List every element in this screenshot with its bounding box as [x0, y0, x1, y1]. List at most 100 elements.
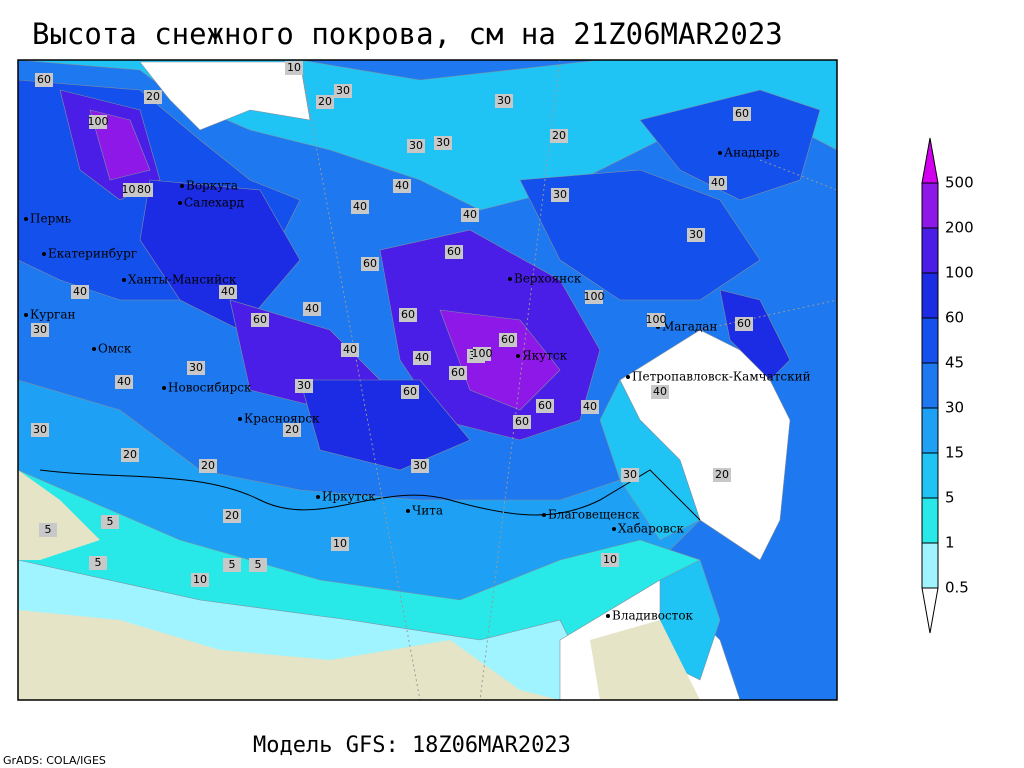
colorbar-segment: [921, 497, 939, 544]
label-box: [223, 509, 241, 523]
label-box: [621, 468, 639, 482]
colorbar-top: [921, 137, 939, 184]
label-box: [733, 107, 751, 121]
snow-depth-label: 60: [37, 73, 51, 86]
city-marker: [606, 614, 610, 618]
snow-depth-label: 20: [123, 448, 137, 461]
city-marker: [122, 278, 126, 282]
snow-depth-label: 20: [201, 459, 215, 472]
label-box: [115, 375, 133, 389]
label-box: [31, 323, 49, 337]
colorbar-segment: [921, 317, 939, 364]
graticule: [299, 60, 837, 700]
label-box: [445, 245, 463, 259]
city-marker: [162, 386, 166, 390]
label-box: [316, 95, 334, 109]
city-label: Хабаровск: [618, 522, 684, 536]
label-box: [585, 290, 603, 304]
city-label: Чита: [412, 504, 443, 518]
city-label: Курган: [30, 308, 75, 322]
snow-depth-label: 40: [343, 343, 357, 356]
label-box: [551, 188, 569, 202]
city-label: Владивосток: [612, 609, 694, 623]
city-marker: [406, 509, 410, 513]
snow-depth-label: 40: [463, 208, 477, 221]
snow-depth-label: 40: [353, 200, 367, 213]
bare-ground: [590, 620, 700, 700]
label-box: [687, 228, 705, 242]
colorbar-segment: [921, 452, 939, 499]
snow-depth-label: 60: [253, 313, 267, 326]
label-box: [187, 361, 205, 375]
snow-depth-label: 60: [515, 415, 529, 428]
label-box: [735, 317, 753, 331]
map: Воркута Салехард Пермь Екатеринбург Ханты-Ма…: [18, 60, 837, 700]
snow-depth-label: 20: [146, 90, 160, 103]
colorbar-label: 60: [945, 309, 964, 327]
snow-depth-label: 30: [33, 323, 47, 336]
snow-depth-label: 40: [221, 285, 235, 298]
colorbar-segment: [921, 272, 939, 319]
label-box: [35, 73, 53, 87]
snow-depth-label: 20: [715, 468, 729, 481]
snow-depth-label: 5: [229, 558, 236, 571]
snow-depth-label: 60: [735, 107, 749, 120]
snow-depth-label: 10: [333, 537, 347, 550]
snow-depth-label: 40: [305, 302, 319, 315]
snow-depth-label: 100: [584, 290, 605, 303]
snow-depth-label: 5: [255, 558, 262, 571]
label-box: [251, 313, 269, 327]
snow-depth-label: 30: [413, 459, 427, 472]
snow-depth-label: 20: [225, 509, 239, 522]
snow-depth-label: 40: [395, 179, 409, 192]
label-box: [249, 558, 267, 572]
snow-depth-label: 60: [447, 245, 461, 258]
label-box: [351, 200, 369, 214]
snow-depth-label: 60: [363, 257, 377, 270]
colorbar-segment: [921, 362, 939, 409]
label-box: [331, 537, 349, 551]
label-box: [581, 400, 599, 414]
snow-depth-label: 100: [88, 115, 109, 128]
colorbar-label: 200: [945, 219, 974, 237]
label-box: [341, 343, 359, 357]
city-label: Магадан: [662, 320, 717, 334]
label-box: [473, 347, 491, 361]
city-marker: [24, 217, 28, 221]
label-box: [536, 399, 554, 413]
label-box: [407, 139, 425, 153]
label-box: [713, 468, 731, 482]
snow-depth-label: 40: [117, 375, 131, 388]
label-box: [647, 313, 665, 327]
label-box: [709, 176, 727, 190]
label-box: [513, 415, 531, 429]
label-box: [223, 558, 241, 572]
snow-depth-label: 20: [285, 423, 299, 436]
colorbar-label: 100: [945, 264, 974, 282]
snow-region: [599, 379, 701, 541]
map-frame: [17, 59, 838, 701]
label-box: [285, 61, 303, 75]
city-marker: [42, 252, 46, 256]
snow-depth-label: 30: [409, 139, 423, 152]
colorbar-segment: [921, 542, 939, 589]
label-box: [191, 573, 209, 587]
city-label: Верхоянск: [514, 272, 582, 286]
label-box: [461, 208, 479, 222]
label-box: [334, 84, 352, 98]
label-box: [601, 553, 619, 567]
label-box: [495, 94, 513, 108]
label-box: [121, 448, 139, 462]
snow-region: [519, 169, 761, 301]
map-layer: Воркута Салехард Пермь Екатеринбург Ханты-Ма…: [18, 60, 837, 700]
colorbar-label: 5: [945, 489, 955, 507]
city-marker: [626, 375, 630, 379]
colorbar-bottom: [921, 587, 939, 634]
label-box: [295, 379, 313, 393]
city-label: Пермь: [30, 212, 72, 226]
snow-depth-label: 10: [287, 61, 301, 74]
snow-depth-label: 10: [193, 573, 207, 586]
bare-ground: [18, 470, 100, 560]
